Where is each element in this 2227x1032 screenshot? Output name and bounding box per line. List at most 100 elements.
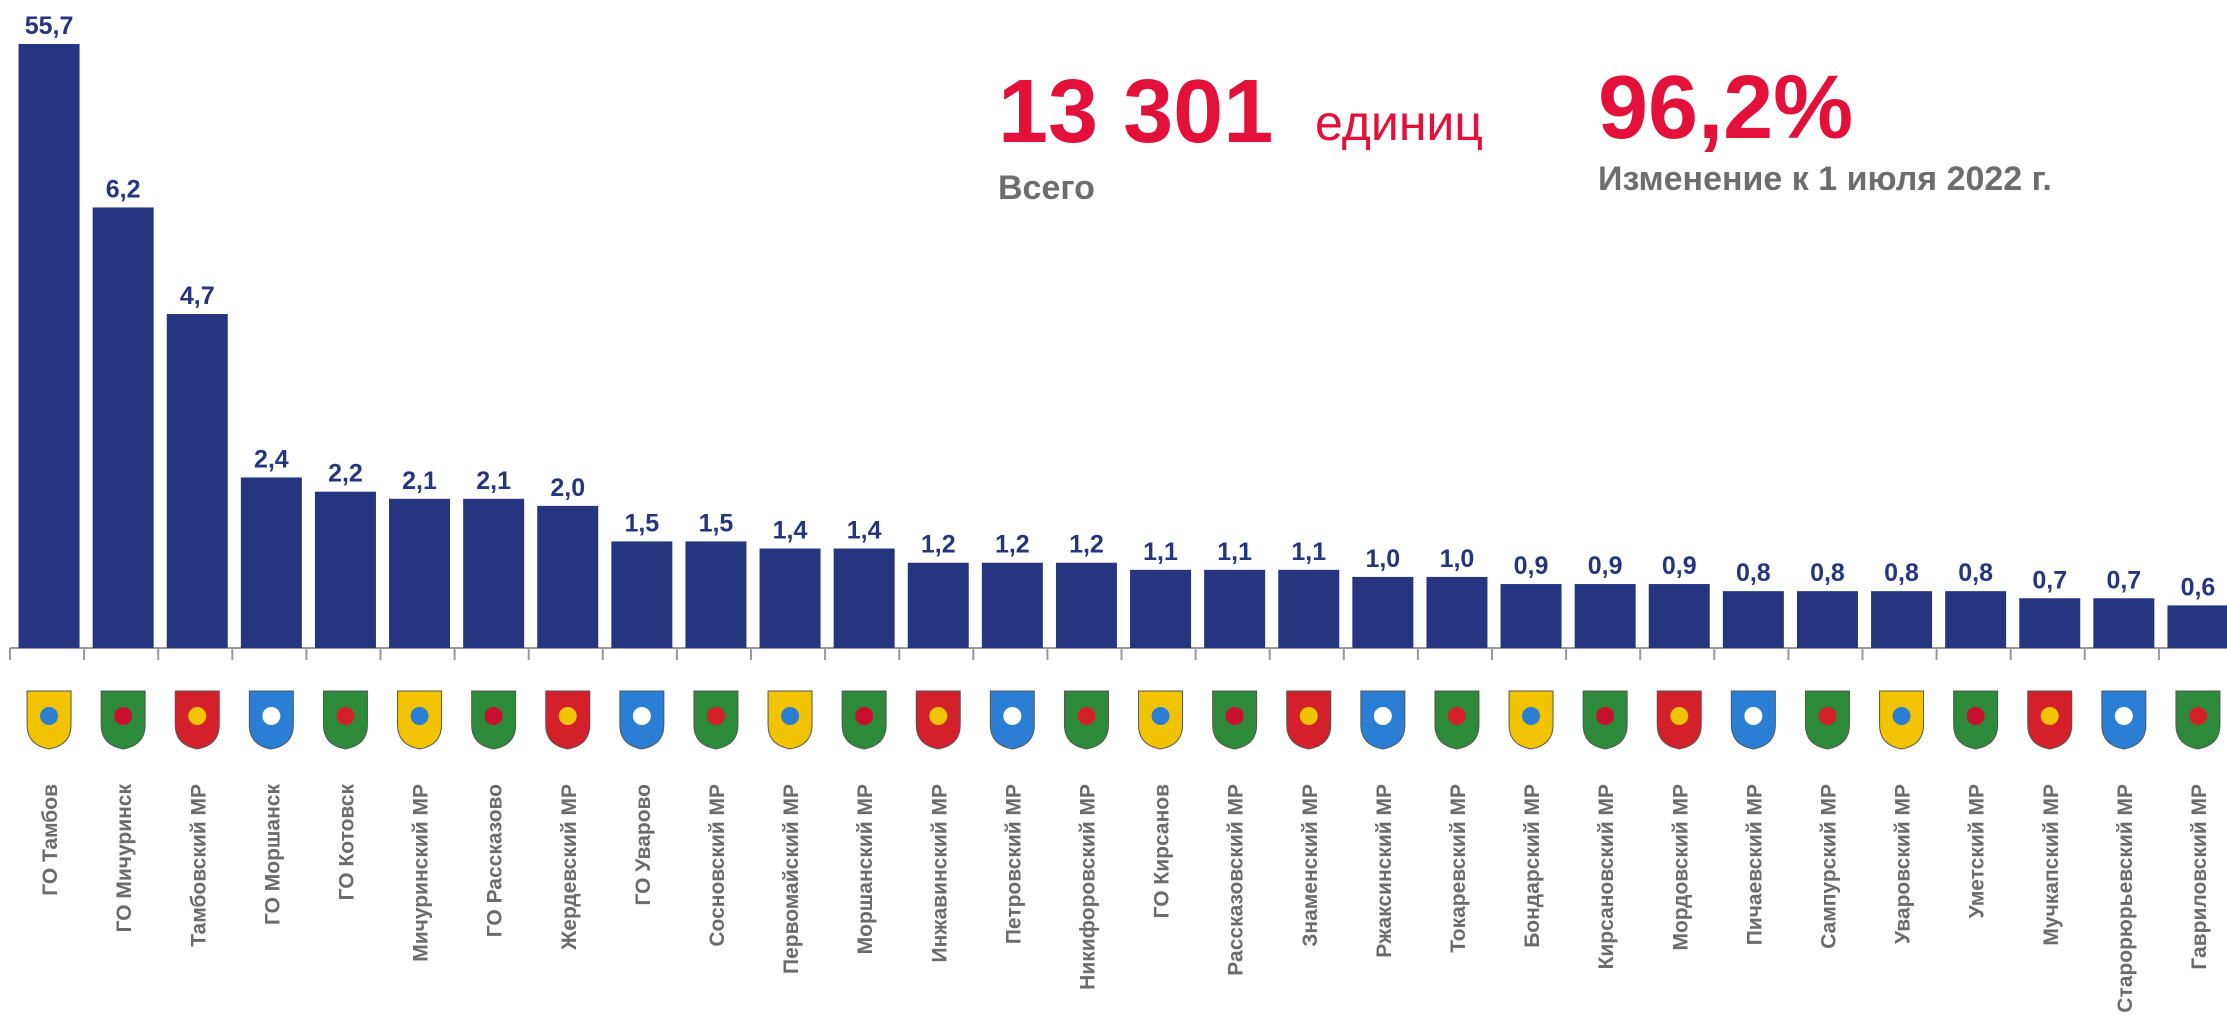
value-label: 6,2 — [106, 175, 141, 203]
category-label: Жердевский МР — [558, 784, 581, 951]
emblem-detail — [632, 707, 651, 725]
value-label: 0,9 — [1662, 552, 1697, 580]
emblem-detail — [855, 707, 874, 725]
value-label: 2,0 — [550, 474, 585, 502]
category-label: Бондарский МР — [1521, 784, 1544, 948]
emblem-detail — [781, 707, 800, 725]
bar — [389, 498, 451, 648]
emblem-detail — [1818, 707, 1837, 725]
category-label: Гавриловский МР — [2188, 784, 2211, 970]
value-label: 1,1 — [1217, 538, 1252, 566]
total-caption: Всего — [998, 169, 1095, 207]
value-label: 4,7 — [180, 282, 215, 310]
category-label: Сосновский МР — [706, 784, 729, 947]
emblem-detail — [929, 707, 948, 725]
change-value: 96,2% — [1598, 58, 1853, 158]
category-label: ГО Тамбов — [39, 784, 62, 896]
bar — [981, 562, 1043, 648]
bar — [2019, 598, 2081, 648]
category-label: Никифоровский МР — [1076, 784, 1099, 990]
bar — [833, 548, 895, 648]
bar — [685, 541, 747, 648]
emblem-detail — [484, 707, 503, 725]
value-label: 2,1 — [402, 467, 437, 495]
total-value: 13 301 — [998, 62, 1273, 162]
category-label: Уметский МР — [1966, 784, 1989, 918]
emblem-detail — [40, 707, 59, 725]
bar — [1352, 576, 1414, 648]
bar — [1426, 576, 1488, 648]
value-label: 1,0 — [1440, 545, 1475, 573]
bar — [1722, 591, 1784, 648]
value-label: 0,8 — [1958, 559, 1993, 587]
value-label: 2,1 — [476, 467, 511, 495]
bar — [1500, 584, 1562, 648]
emblem-detail — [1447, 707, 1466, 725]
category-label: Моршанский МР — [854, 784, 877, 954]
value-label: 0,9 — [1588, 552, 1623, 580]
emblem-detail — [410, 707, 429, 725]
category-label: Тамбовский МР — [187, 784, 210, 947]
bar — [537, 505, 599, 648]
emblem-detail — [336, 707, 355, 725]
emblem-detail — [1151, 707, 1170, 725]
category-label: ГО Рассказово — [484, 784, 507, 937]
emblem-detail — [1003, 707, 1022, 725]
emblem-detail — [706, 707, 725, 725]
category-label: Первомайский МР — [780, 784, 803, 974]
emblem-detail — [188, 707, 207, 725]
bar — [240, 477, 302, 648]
emblem-detail — [1299, 707, 1318, 725]
bar — [166, 314, 228, 648]
category-label: ГО Кирсанов — [1151, 784, 1174, 918]
emblem-detail — [1522, 707, 1541, 725]
category-label: ГО Котовск — [335, 784, 358, 901]
bar — [1648, 584, 1710, 648]
bar — [1945, 591, 2007, 648]
value-label: 0,8 — [1736, 559, 1771, 587]
category-label: Рассказовский МР — [1225, 784, 1248, 976]
emblem-detail — [1077, 707, 1096, 725]
bar — [1278, 569, 1340, 648]
value-label: 0,7 — [2106, 566, 2141, 594]
bar — [907, 562, 969, 648]
emblem-detail — [1670, 707, 1689, 725]
category-label: Кирсановский МР — [1595, 784, 1618, 969]
value-label: 55,7 — [25, 12, 74, 40]
category-label: Инжавинский МР — [928, 784, 951, 962]
bar — [18, 44, 80, 648]
bar — [1130, 569, 1192, 648]
value-label: 1,0 — [1365, 545, 1400, 573]
bar — [314, 491, 376, 648]
category-label: Мучкапский МР — [2040, 784, 2063, 946]
category-label: ГО Мичуринск — [113, 784, 136, 933]
bar — [1204, 569, 1266, 648]
bars — [18, 44, 2227, 648]
value-label: 2,2 — [328, 460, 363, 488]
category-label: Мордовский МР — [1669, 784, 1692, 951]
category-label: Петровский МР — [1002, 784, 1025, 944]
bar — [759, 548, 821, 648]
value-label: 1,2 — [1069, 531, 1104, 559]
value-label: 0,8 — [1884, 559, 1919, 587]
emblem-detail — [1373, 707, 1392, 725]
category-label: Знаменский МР — [1299, 784, 1322, 947]
category-label: ГО Моршанск — [261, 784, 284, 925]
category-label: Пичаевский МР — [1743, 784, 1766, 945]
value-label: 1,2 — [921, 531, 956, 559]
category-label: Старорюрьевский МР — [2114, 784, 2137, 1013]
emblem-detail — [2040, 707, 2059, 725]
total-unit: единиц — [1315, 95, 1483, 151]
emblem-detail — [1225, 707, 1244, 725]
bar — [92, 207, 154, 648]
value-label: 0,7 — [2032, 566, 2067, 594]
emblem-detail — [262, 707, 281, 725]
emblem-detail — [2114, 707, 2133, 725]
value-label: 1,1 — [1291, 538, 1326, 566]
emblem-detail — [1966, 707, 1985, 725]
bar — [611, 541, 673, 648]
change-caption: Изменение к 1 июля 2022 г. — [1598, 160, 2052, 198]
bar — [2093, 598, 2155, 648]
emblem-detail — [114, 707, 133, 725]
